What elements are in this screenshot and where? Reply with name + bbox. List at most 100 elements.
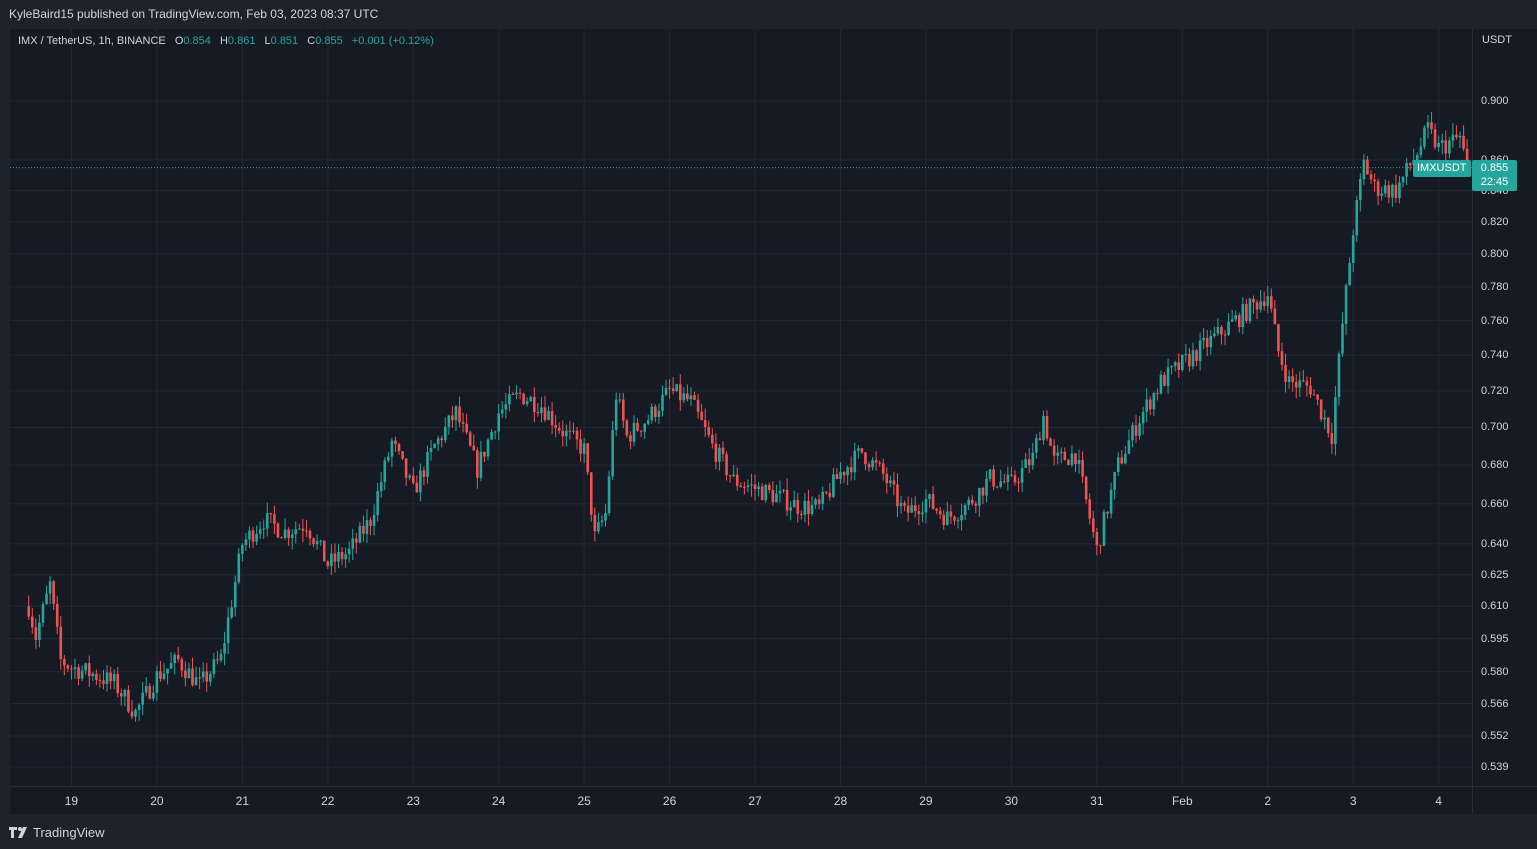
- candle-body: [721, 447, 725, 455]
- candle-body: [1084, 476, 1088, 500]
- price-axis[interactable]: USDT 0.9000.8600.8400.8200.8000.7800.760…: [1472, 29, 1537, 786]
- candle-body: [728, 475, 732, 477]
- candle-body: [447, 415, 451, 427]
- candle-body: [1369, 174, 1373, 180]
- candle-body: [878, 462, 881, 464]
- candle-body: [383, 460, 387, 483]
- candle: [1138, 416, 1141, 440]
- candle: [493, 430, 497, 440]
- candle-body: [280, 537, 283, 539]
- candle-body: [775, 493, 778, 503]
- candle-body: [223, 643, 226, 654]
- candle: [607, 470, 611, 516]
- candle-body: [159, 671, 162, 680]
- candle: [387, 452, 390, 463]
- time-tick-label: 3: [1349, 794, 1357, 808]
- candle: [1380, 186, 1383, 201]
- candle: [422, 466, 426, 486]
- candle-body: [689, 395, 693, 400]
- candle: [102, 669, 105, 690]
- time-tick-label: 20: [150, 794, 164, 808]
- candle: [522, 392, 525, 406]
- candle: [1465, 139, 1469, 164]
- candle: [1074, 452, 1077, 473]
- candle-body: [38, 622, 41, 640]
- candle: [903, 500, 906, 512]
- candle-body: [219, 653, 223, 661]
- candle-body: [978, 488, 981, 506]
- candle-body: [946, 511, 949, 525]
- candle: [568, 421, 572, 440]
- candle: [775, 484, 778, 503]
- candle-body: [255, 533, 258, 542]
- candle: [1077, 449, 1081, 474]
- candle-body: [1362, 159, 1366, 180]
- candle-body: [433, 444, 436, 449]
- candle-body: [867, 464, 871, 468]
- candle-body: [1102, 511, 1106, 546]
- candle: [1106, 511, 1109, 519]
- candle-body: [565, 430, 568, 437]
- candle: [636, 418, 639, 433]
- candle: [622, 392, 625, 429]
- candle: [1451, 123, 1455, 148]
- candle-body: [607, 476, 611, 513]
- candle-body: [230, 607, 233, 618]
- candle-body: [739, 485, 743, 487]
- candle-body: [241, 544, 244, 554]
- candle-body: [290, 534, 294, 539]
- candle-body: [1020, 467, 1024, 483]
- candle-body: [1013, 475, 1017, 483]
- candle: [1359, 173, 1362, 212]
- tradingview-footer[interactable]: TradingView: [9, 823, 105, 841]
- candle-body: [1216, 326, 1220, 334]
- candle: [109, 666, 112, 690]
- candle-body: [358, 526, 362, 543]
- candle-body: [767, 485, 771, 491]
- candle-body: [903, 502, 906, 506]
- candle: [735, 467, 739, 491]
- candle: [725, 451, 728, 481]
- candle-body: [554, 425, 557, 428]
- chart-pane[interactable]: IMX / TetherUS, 1h, BINANCE O0.854 H0.86…: [10, 29, 1472, 786]
- candle-body: [518, 392, 522, 394]
- candle: [184, 661, 187, 687]
- candle-body: [80, 670, 84, 679]
- candle-body: [586, 443, 590, 473]
- candle-body: [169, 662, 173, 669]
- candle-body: [896, 484, 899, 507]
- candle-body: [365, 520, 369, 534]
- candle-body: [693, 395, 696, 400]
- candle-body: [1294, 382, 1298, 388]
- candle: [347, 541, 351, 563]
- time-tick-label: 27: [748, 794, 762, 808]
- price-axis-unit: USDT: [1482, 34, 1512, 46]
- candle: [853, 442, 857, 481]
- candle-body: [1462, 135, 1465, 149]
- candle-body: [970, 499, 974, 504]
- candle-body: [486, 439, 490, 457]
- time-axis[interactable]: 19 20 21 22 23 24 25 26 27 28 29 30 31 Feb 2 3 4: [10, 786, 1472, 814]
- candle-body: [1091, 518, 1095, 533]
- candle-body: [109, 672, 112, 682]
- candle: [529, 395, 533, 402]
- candle-body: [1433, 129, 1437, 148]
- candle-body: [889, 480, 892, 484]
- candle: [1131, 422, 1134, 448]
- candle: [750, 473, 753, 497]
- candle-body: [408, 475, 411, 478]
- candle: [910, 498, 914, 513]
- candle: [661, 385, 664, 417]
- candle-body: [63, 659, 66, 666]
- candle: [1063, 447, 1067, 461]
- candle-body: [351, 538, 355, 549]
- candle-body: [675, 384, 679, 392]
- candle-body: [1152, 393, 1156, 410]
- candle-body: [1270, 296, 1273, 309]
- candle: [1081, 451, 1084, 484]
- candle-body: [127, 690, 130, 712]
- candle: [180, 656, 184, 678]
- candlestick-chart[interactable]: [10, 29, 1472, 786]
- legend-symbol[interactable]: IMX / TetherUS, 1h, BINANCE: [18, 35, 166, 47]
- candle-body: [1067, 460, 1070, 465]
